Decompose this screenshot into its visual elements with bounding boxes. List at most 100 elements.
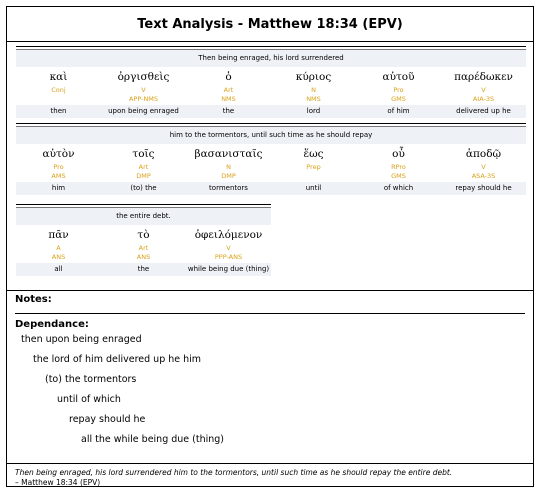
- dependance-line: all the while being due (thing): [81, 434, 225, 445]
- word-column: αὐτοῦ Pro GMS of him: [356, 67, 441, 118]
- parsing-code: DMP: [221, 172, 236, 180]
- word-column: καὶ Conj then: [16, 67, 101, 118]
- word-column: κύριος N NMS lord: [271, 67, 356, 118]
- greek-word: ἕως: [303, 148, 324, 160]
- greek-word: κύριος: [295, 71, 332, 83]
- english-gloss: the: [186, 105, 271, 118]
- part-of-speech: Art: [138, 244, 149, 252]
- part-of-speech: Prep: [306, 163, 321, 171]
- page-title: Text Analysis - Matthew 18:34 (EPV): [137, 17, 403, 32]
- english-gloss: repay should he: [441, 182, 526, 195]
- part-of-speech: V: [481, 163, 486, 171]
- english-gloss: him: [16, 182, 101, 195]
- part-of-speech: V: [226, 244, 231, 252]
- greek-word: βασανισταῖς: [194, 148, 263, 160]
- greek-word: παρέδωκεν: [454, 71, 513, 83]
- word-row: καὶ Conj then ὀργισθεὶς V APP-NMS upon being …: [16, 67, 526, 118]
- block-rule: [16, 126, 526, 127]
- word-column: αὐτὸν Pro AMS him: [16, 144, 101, 195]
- phrase-translation: the entire debt.: [16, 208, 271, 225]
- part-of-speech: Conj: [51, 86, 66, 94]
- parsing-code: AIA-3S: [472, 95, 495, 103]
- greek-word: καὶ: [49, 71, 68, 83]
- notes-underline: [15, 313, 525, 314]
- word-column: βασανισταῖς N DMP tormentors: [186, 144, 271, 195]
- phrase-translation: him to the tormentors, until such time a…: [16, 127, 526, 144]
- part-of-speech: N: [311, 86, 316, 94]
- block-rule: [16, 49, 526, 50]
- parsing-code: DMP: [136, 172, 151, 180]
- parsing-code: ANS: [51, 253, 66, 261]
- part-of-speech: Art: [223, 86, 234, 94]
- parsing-code: [16, 95, 101, 104]
- word-column: ἀποδῷ V ASA-3S repay should he: [441, 144, 526, 195]
- part-of-speech: Pro: [393, 86, 404, 94]
- part-of-speech: Art: [138, 163, 149, 171]
- block-rule: [16, 204, 271, 205]
- part-of-speech: V: [141, 86, 146, 94]
- greek-word: τοῖς: [132, 148, 155, 160]
- parsing-code: GMS: [391, 172, 406, 180]
- english-gloss: while being due (thing): [186, 263, 271, 276]
- footer-divider: [7, 463, 533, 464]
- dependance-line: the lord of him delivered up he him: [33, 354, 202, 365]
- part-of-speech: Pro: [53, 163, 64, 171]
- dependance-line: then upon being enraged: [21, 334, 142, 345]
- greek-word: ὁ: [225, 71, 232, 83]
- word-column: πᾶν A ANS all: [16, 225, 101, 276]
- parsing-code: ASA-3S: [471, 172, 496, 180]
- word-column: παρέδωκεν V AIA-3S delivered up he: [441, 67, 526, 118]
- part-of-speech: N: [226, 163, 231, 171]
- english-gloss: all: [16, 263, 101, 276]
- block-rule: [16, 207, 271, 208]
- dependance-line: (to) the tormentors: [45, 374, 137, 385]
- block-rule: [16, 123, 526, 124]
- english-gloss: tormentors: [186, 182, 271, 195]
- word-row: αὐτὸν Pro AMS him τοῖς Art DMP (to) the βασανι…: [16, 144, 526, 195]
- parsing-code: APP-NMS: [128, 95, 159, 103]
- word-column: ὁ Art NMS the: [186, 67, 271, 118]
- english-gloss: then: [16, 105, 101, 118]
- document-frame: Text Analysis - Matthew 18:34 (EPV) Then…: [6, 6, 534, 487]
- notes-divider: [7, 290, 533, 291]
- greek-word: πᾶν: [48, 229, 69, 241]
- verse-reference: – Matthew 18:34 (EPV): [15, 478, 101, 487]
- english-gloss: of him: [356, 105, 441, 118]
- title-divider: [7, 41, 533, 42]
- parsing-code: GMS: [391, 95, 406, 103]
- greek-word: οὗ: [392, 148, 405, 160]
- greek-word: τὸ: [137, 229, 150, 241]
- dependance-line: repay should he: [69, 414, 146, 425]
- dependance-heading: Dependance:: [15, 319, 89, 330]
- english-gloss: upon being enraged: [101, 105, 186, 118]
- word-row: πᾶν A ANS all τὸ Art ANS the ὀφειλόμενον V PPP-A…: [16, 225, 271, 276]
- english-gloss: (to) the: [101, 182, 186, 195]
- word-column: οὗ RPro GMS of which: [356, 144, 441, 195]
- word-column: ὀφειλόμενον V PPP-ANS while being due (thin…: [186, 225, 271, 276]
- full-translation: Then being enraged, his lord surrendered…: [15, 468, 453, 477]
- notes-heading: Notes:: [15, 294, 52, 305]
- greek-word: αὐτὸν: [42, 148, 75, 160]
- english-gloss: until: [271, 182, 356, 195]
- parsing-code: NMS: [221, 95, 236, 103]
- word-column: ἕως Prep until: [271, 144, 356, 195]
- word-column: τοῖς Art DMP (to) the: [101, 144, 186, 195]
- greek-word: αὐτοῦ: [382, 71, 415, 83]
- english-gloss: delivered up he: [441, 105, 526, 118]
- part-of-speech: RPro: [391, 163, 406, 171]
- block-rule: [16, 46, 526, 47]
- parsing-code: [271, 172, 356, 181]
- word-column: ὀργισθεὶς V APP-NMS upon being enraged: [101, 67, 186, 118]
- word-column: τὸ Art ANS the: [101, 225, 186, 276]
- dependance-line: until of which: [57, 394, 121, 405]
- english-gloss: of which: [356, 182, 441, 195]
- analysis-block-2: him to the tormentors, until such time a…: [16, 123, 526, 195]
- greek-word: ἀποδῷ: [465, 148, 502, 160]
- analysis-block-3: the entire debt. πᾶν A ANS all τὸ Art ANS the …: [16, 204, 271, 276]
- greek-word: ὀργισθεὶς: [117, 71, 170, 83]
- analysis-block-1: Then being enraged, his lord surrendered…: [16, 46, 526, 118]
- part-of-speech: A: [56, 244, 61, 252]
- parsing-code: NMS: [306, 95, 321, 103]
- english-gloss: the: [101, 263, 186, 276]
- parsing-code: ANS: [136, 253, 151, 261]
